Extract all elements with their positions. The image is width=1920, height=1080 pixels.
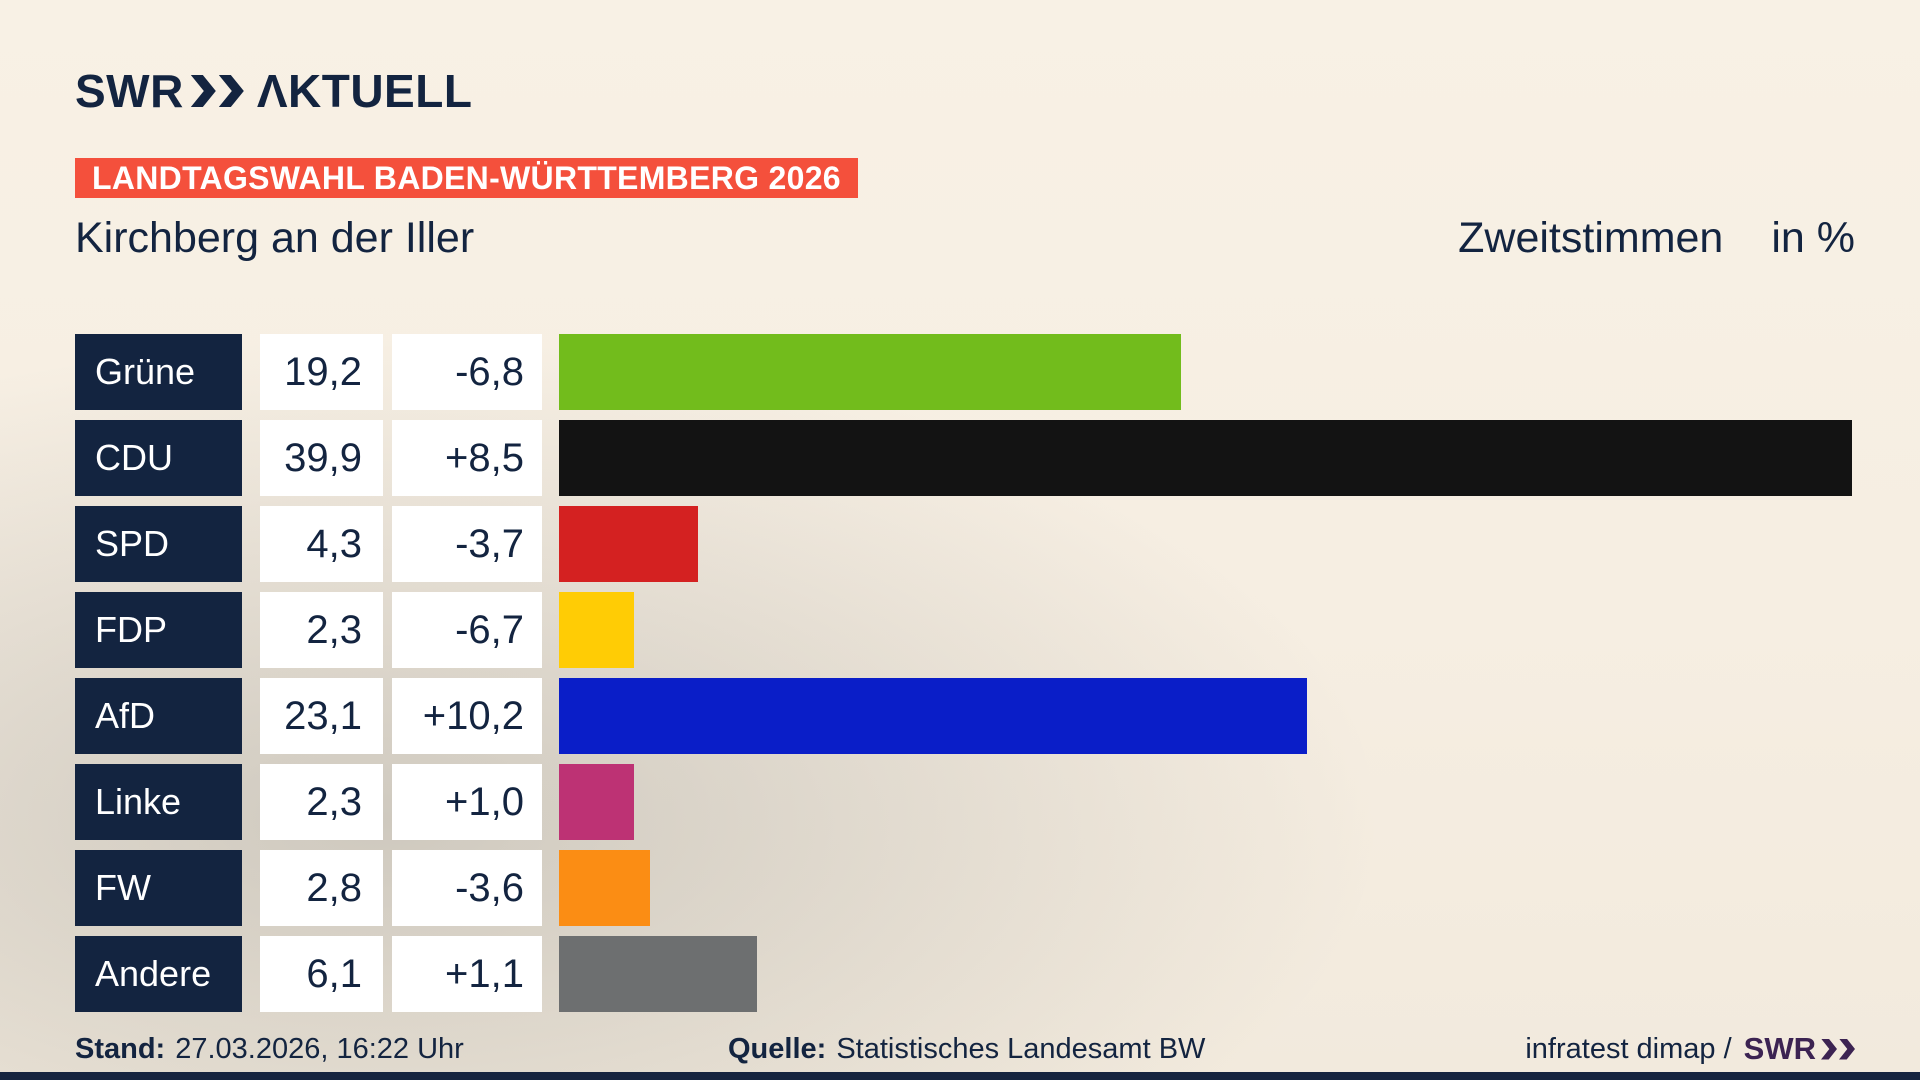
party-row: FDP 2,3 -6,7 xyxy=(75,592,1855,668)
party-change: -6,7 xyxy=(392,592,542,668)
credit-prefix: infratest dimap / xyxy=(1525,1032,1732,1065)
footer: Stand: 27.03.2026, 16:22 Uhr Quelle: Stati… xyxy=(75,1028,1855,1070)
party-label: FW xyxy=(75,850,242,926)
party-bar xyxy=(559,506,699,582)
party-label: Linke xyxy=(75,764,242,840)
party-bar xyxy=(559,678,1308,754)
chevron-right-icon xyxy=(190,75,216,107)
party-label: SPD xyxy=(75,506,242,582)
chevron-right-icon xyxy=(1821,1038,1837,1060)
stand-value: 27.03.2026, 16:22 Uhr xyxy=(175,1032,464,1065)
party-value: 6,1 xyxy=(260,936,383,1012)
party-value: 4,3 xyxy=(260,506,383,582)
bottom-edge-bar xyxy=(0,1072,1920,1080)
bar-track xyxy=(559,678,1855,754)
bar-track xyxy=(559,592,1855,668)
credit-swr-text: SWR xyxy=(1743,1031,1816,1066)
party-bar xyxy=(559,420,1852,496)
source-note: Quelle: Statistisches Landesamt BW xyxy=(728,1033,1205,1066)
party-change: -3,7 xyxy=(392,506,542,582)
party-bar xyxy=(559,764,634,840)
logo-double-chevron-icon xyxy=(190,75,247,107)
title-row: Kirchberg an der Iller Zweitstimmen in % xyxy=(75,210,1855,266)
party-row: Andere 6,1 +1,1 xyxy=(75,936,1855,1012)
party-change: -3,6 xyxy=(392,850,542,926)
party-value: 39,9 xyxy=(260,420,383,496)
party-value: 2,8 xyxy=(260,850,383,926)
measure-label: Zweitstimmen xyxy=(1458,213,1724,262)
bar-track xyxy=(559,334,1855,410)
credit-swr-logo: SWR xyxy=(1744,1031,1855,1067)
party-label: AfD xyxy=(75,678,242,754)
party-label: CDU xyxy=(75,420,242,496)
party-bar xyxy=(559,592,634,668)
party-value: 2,3 xyxy=(260,764,383,840)
party-bar xyxy=(559,936,757,1012)
stand-label: Stand: xyxy=(75,1032,166,1065)
party-bar xyxy=(559,334,1182,410)
results-bar-chart: Grüne 19,2 -6,8 CDU 39,9 +8,5 SPD 4,3 -3… xyxy=(75,334,1855,1022)
party-change: +1,0 xyxy=(392,764,542,840)
page-title: Kirchberg an der Iller xyxy=(75,213,475,262)
party-bar xyxy=(559,850,650,926)
quelle-label: Quelle: xyxy=(728,1032,827,1065)
quelle-value: Statistisches Landesamt BW xyxy=(836,1032,1206,1065)
party-label: Grüne xyxy=(75,334,242,410)
party-row: Linke 2,3 +1,0 xyxy=(75,764,1855,840)
swr-aktuell-logo: SWR ΛKTUELL xyxy=(75,64,472,118)
party-row: Grüne 19,2 -6,8 xyxy=(75,334,1855,410)
bar-track xyxy=(559,850,1855,926)
election-badge: LANDTAGSWAHL BADEN-WÜRTTEMBERG 2026 xyxy=(75,158,858,198)
measure-title: Zweitstimmen in % xyxy=(1458,214,1855,263)
party-change: +8,5 xyxy=(392,420,542,496)
chevron-right-icon xyxy=(218,75,244,107)
party-row: FW 2,8 -3,6 xyxy=(75,850,1855,926)
status-timestamp: Stand: 27.03.2026, 16:22 Uhr xyxy=(75,1033,464,1066)
party-label: Andere xyxy=(75,936,242,1012)
party-value: 2,3 xyxy=(260,592,383,668)
party-value: 19,2 xyxy=(260,334,383,410)
unit-label: in % xyxy=(1771,213,1855,262)
logo-aktuell-text: ΛKTUELL xyxy=(256,65,473,117)
party-row: AfD 23,1 +10,2 xyxy=(75,678,1855,754)
party-change: +10,2 xyxy=(392,678,542,754)
party-change: +1,1 xyxy=(392,936,542,1012)
bar-track xyxy=(559,420,1855,496)
party-row: CDU 39,9 +8,5 xyxy=(75,420,1855,496)
credit-note: infratest dimap / SWR xyxy=(1525,1031,1855,1067)
bar-track xyxy=(559,506,1855,582)
party-change: -6,8 xyxy=(392,334,542,410)
party-value: 23,1 xyxy=(260,678,383,754)
logo-swr-text: SWR xyxy=(75,65,184,117)
chevron-right-icon xyxy=(1839,1038,1855,1060)
bar-track xyxy=(559,936,1855,1012)
bar-track xyxy=(559,764,1855,840)
party-row: SPD 4,3 -3,7 xyxy=(75,506,1855,582)
party-label: FDP xyxy=(75,592,242,668)
